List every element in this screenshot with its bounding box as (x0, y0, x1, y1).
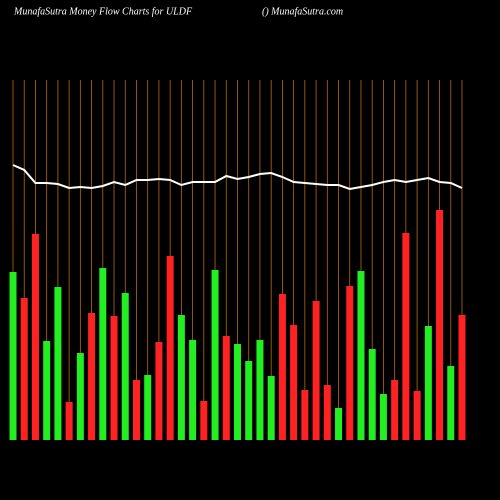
bar (357, 271, 365, 440)
bar (323, 385, 331, 440)
chart-title: MunafaSutra Money Flow Charts for ULDF (13, 6, 193, 17)
bar (368, 349, 376, 440)
bar (379, 394, 387, 440)
bar (43, 341, 51, 440)
bar (402, 233, 410, 440)
bar (222, 336, 230, 440)
bar (278, 294, 286, 440)
bar (256, 340, 264, 440)
bar (99, 268, 107, 440)
bar (245, 361, 253, 440)
bar (177, 315, 185, 440)
line (12, 164, 463, 191)
bar (88, 313, 96, 440)
bar (20, 298, 28, 440)
bar (447, 366, 455, 440)
bar (76, 353, 84, 440)
chart-subtitle: () MunafaSutra.com (262, 6, 343, 17)
bar (346, 286, 354, 440)
bar (413, 391, 421, 440)
bar (155, 342, 163, 440)
bar (65, 402, 73, 440)
bar (9, 272, 17, 440)
bar (436, 210, 444, 440)
bar (166, 256, 174, 440)
bar (200, 401, 208, 440)
bar (110, 316, 118, 440)
plot (9, 80, 466, 440)
bar (267, 376, 275, 440)
bar (31, 234, 39, 440)
bar (189, 340, 197, 440)
bar (54, 287, 62, 440)
bar (391, 380, 399, 440)
bar (458, 315, 466, 440)
bar (211, 270, 219, 440)
bar (290, 325, 298, 440)
bar (424, 326, 432, 440)
bar (301, 390, 309, 440)
bar (234, 344, 241, 440)
bar (144, 375, 152, 440)
bar (312, 301, 320, 440)
bar (121, 293, 129, 440)
bar (335, 408, 343, 440)
bar (132, 380, 140, 440)
